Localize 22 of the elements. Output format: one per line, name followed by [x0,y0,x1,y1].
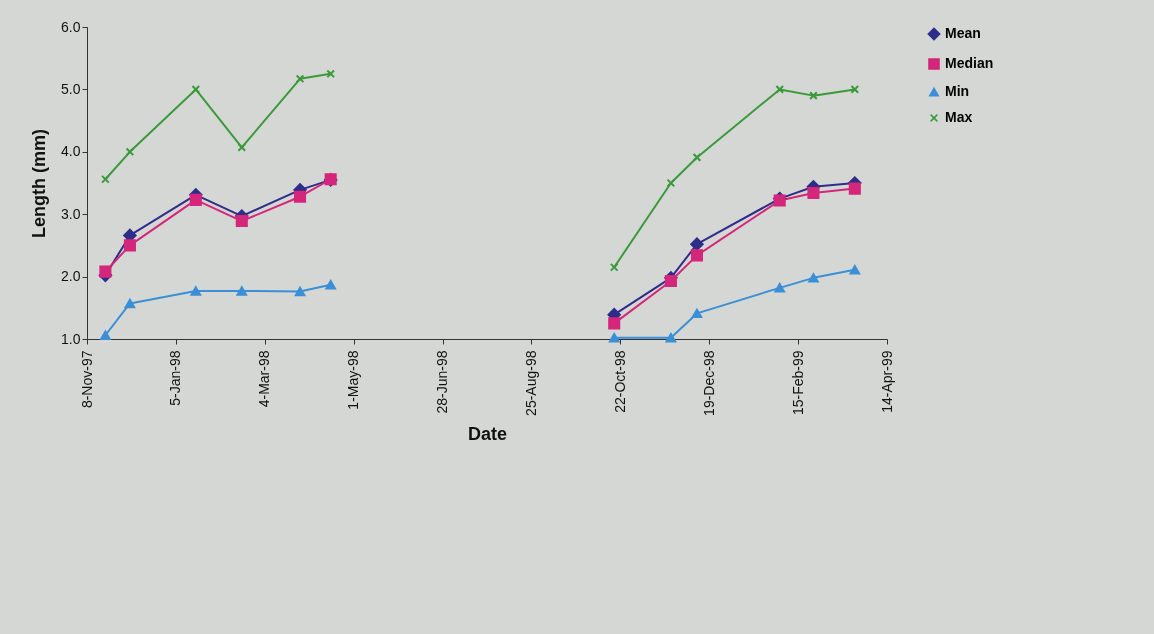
x-tick-label: 14-Apr-99 [878,350,895,413]
x-tick-label: 28-Jun-98 [434,350,451,414]
x-tick-label: 22-Oct-98 [611,350,628,413]
legend-label: Mean [945,25,981,41]
x-axis-title: Date [467,423,508,444]
y-tick-label: 2.0 [61,268,81,285]
y-axis-title: Length (mm) [29,129,50,238]
y-tick-label: 5.0 [61,80,81,97]
legend-label: Max [945,109,973,125]
x-tick-label: 25-Aug-98 [522,350,539,416]
x-tick-label: 8-Nov-97 [78,350,95,409]
y-tick-label: 4.0 [61,143,81,160]
y-tick-label: 3.0 [61,205,81,222]
x-tick-label: 1-May-98 [345,350,362,410]
y-tick-label: 6.0 [61,18,81,35]
x-tick-label: 19-Dec-98 [700,350,717,416]
legend-label: Median [945,55,994,71]
x-tick-label: 4-Mar-98 [256,350,273,408]
legend-label: Min [945,83,970,99]
x-tick-label: 15-Feb-99 [789,350,806,416]
y-tick-label: 1.0 [61,330,81,347]
x-tick-label: 5-Jan-98 [167,350,184,406]
